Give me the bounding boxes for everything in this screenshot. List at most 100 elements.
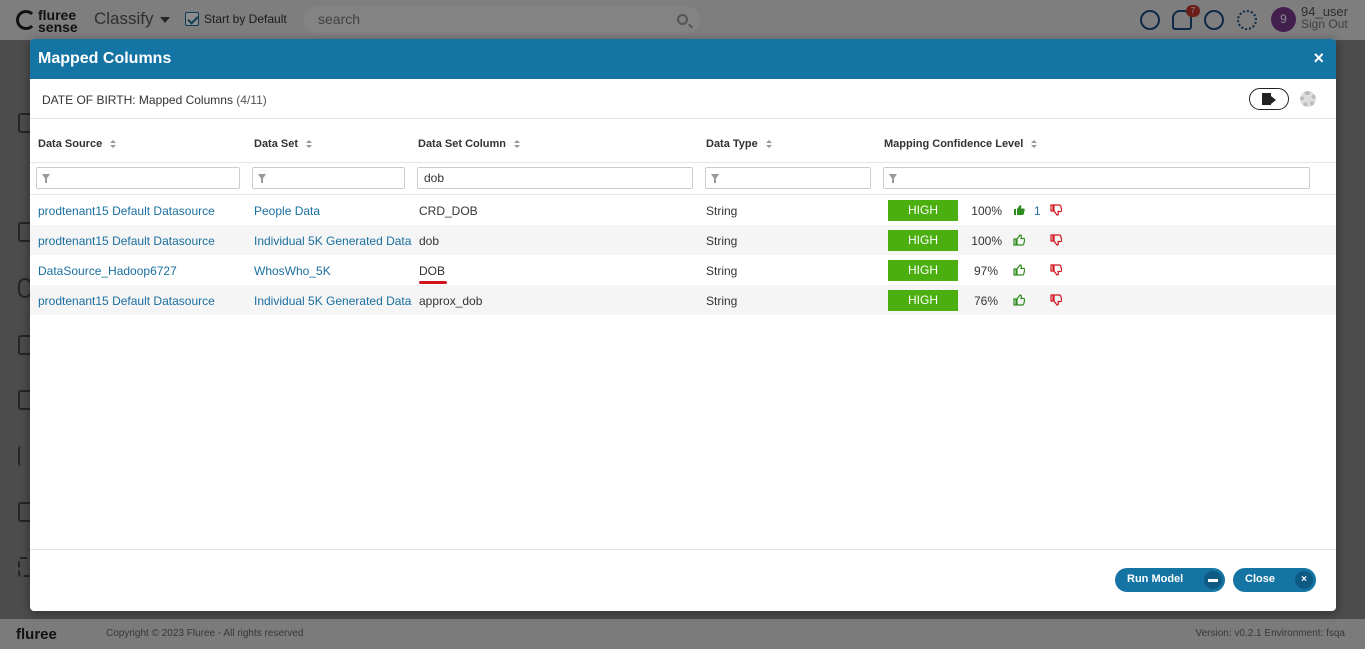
thumbs-up-icon[interactable] (1013, 264, 1025, 276)
data-source-link[interactable]: prodtenant15 Default Datasource (38, 294, 215, 308)
data-source-link[interactable]: prodtenant15 Default Datasource (38, 204, 215, 218)
spellcheck-underline (419, 281, 447, 284)
search-placeholder: search (318, 11, 361, 27)
header-confidence[interactable]: Mapping Confidence Level (884, 138, 1038, 150)
data-type-cell: String (706, 294, 738, 308)
filter-confidence-input[interactable] (883, 167, 1310, 189)
filter-data-set-input[interactable] (252, 167, 405, 189)
app-name[interactable]: Classify (94, 9, 154, 28)
header-data-source[interactable]: Data Source (38, 138, 117, 150)
modal-close-icon[interactable]: × (1313, 48, 1324, 68)
data-set-column-cell: CRD_DOB (419, 204, 478, 218)
data-set-link[interactable]: Individual 5K Generated Data (254, 234, 412, 248)
sort-icon[interactable] (514, 139, 521, 149)
subtitle-text: DATE OF BIRTH: Mapped Columns (42, 93, 233, 107)
mapped-columns-modal: Mapped Columns × DATE OF BIRTH: Mapped C… (30, 39, 1336, 611)
footer-logo: fluree (16, 626, 57, 643)
start-by-default-checkbox[interactable] (185, 12, 199, 26)
close-icon: × (1295, 571, 1313, 589)
checklist-icon[interactable] (18, 446, 32, 466)
gear-icon[interactable] (1237, 10, 1257, 30)
sign-out-link[interactable]: Sign Out (1301, 17, 1348, 31)
notification-badge: 7 (1186, 5, 1200, 17)
search-icon[interactable] (677, 14, 688, 25)
global-search-input[interactable]: search (304, 6, 700, 34)
table-row: prodtenant15 Default Datasource Individu… (30, 225, 1336, 255)
confidence-badge: HIGH (888, 230, 958, 251)
filter-data-set-column-input[interactable] (417, 167, 693, 189)
version-text: Version: v0.2.1 Environment: fsqa (1195, 628, 1345, 639)
header-data-set-column[interactable]: Data Set Column (418, 138, 521, 150)
confidence-badge: HIGH (888, 290, 958, 311)
upvote-count: 1 (1034, 204, 1041, 218)
run-model-label: Run Model (1127, 573, 1184, 585)
close-label: Close (1245, 573, 1275, 585)
app-topbar: fluree sense Classify Start by Default s… (0, 0, 1365, 40)
data-type-cell: String (706, 204, 738, 218)
help-icon[interactable] (1204, 10, 1224, 30)
mapped-columns-subtitle: DATE OF BIRTH: Mapped Columns (4/11) (42, 93, 267, 107)
header-label: Data Set (254, 138, 299, 150)
table-row: prodtenant15 Default Datasource People D… (30, 195, 1336, 225)
data-source-link[interactable]: prodtenant15 Default Datasource (38, 234, 215, 248)
confidence-badge: HIGH (888, 200, 958, 221)
thumbs-down-icon[interactable] (1050, 264, 1062, 276)
filter-data-source-input[interactable] (36, 167, 240, 189)
start-by-default-toggle[interactable]: Start by Default (185, 12, 287, 26)
sort-icon[interactable] (306, 139, 313, 149)
sort-icon[interactable] (1031, 139, 1038, 149)
header-data-set[interactable]: Data Set (254, 138, 313, 150)
user-name: 94_user (1301, 4, 1348, 19)
thumbs-down-icon[interactable] (1050, 294, 1062, 306)
modal-footer: Run Model ▬ Close × (30, 549, 1336, 611)
bell-icon[interactable] (1172, 10, 1192, 30)
filter-data-type-input[interactable] (705, 167, 871, 189)
logo-text-bottom: sense (38, 19, 78, 35)
modal-title: Mapped Columns (38, 50, 172, 67)
app-footer: fluree Copyright © 2023 Fluree - All rig… (0, 619, 1365, 649)
confidence-percent: 97% (973, 264, 998, 278)
dashboard-pie-icon[interactable] (1140, 10, 1160, 30)
export-button[interactable] (1249, 88, 1289, 110)
thumbs-down-icon[interactable] (1050, 204, 1062, 216)
data-set-column-cell: DOB (419, 264, 446, 278)
graduation-cap-icon: ▬ (1204, 571, 1222, 589)
copyright-text: Copyright © 2023 Fluree - All rights res… (106, 628, 304, 639)
filter-row (30, 163, 1336, 195)
table-row: DataSource_Hadoop6727 WhosWho_5K DOB Str… (30, 255, 1336, 285)
data-type-cell: String (706, 234, 738, 248)
modal-header: Mapped Columns × (30, 39, 1336, 79)
filter-icon (42, 174, 50, 183)
export-doc-icon (1262, 93, 1271, 105)
run-model-button[interactable]: Run Model ▬ (1115, 568, 1225, 592)
avatar[interactable]: 9 (1271, 7, 1296, 32)
filter-icon (258, 174, 266, 183)
header-label: Data Set Column (418, 138, 507, 150)
data-set-link[interactable]: Individual 5K Generated Data (254, 294, 412, 308)
sort-icon[interactable] (765, 139, 772, 149)
confidence-badge: HIGH (888, 260, 958, 281)
data-type-cell: String (706, 264, 738, 278)
table-settings-gear-icon[interactable] (1300, 91, 1316, 107)
thumbs-down-icon[interactable] (1050, 234, 1062, 246)
modal-subheader: DATE OF BIRTH: Mapped Columns (4/11) (30, 79, 1336, 119)
subtitle-count: (4/11) (236, 93, 267, 107)
data-set-link[interactable]: WhosWho_5K (254, 264, 331, 278)
data-set-link[interactable]: People Data (254, 204, 321, 218)
header-label: Data Source (38, 138, 103, 150)
app-switcher-caret-icon[interactable] (160, 17, 170, 23)
confidence-percent: 76% (973, 294, 998, 308)
filter-icon (889, 174, 897, 183)
close-button[interactable]: Close × (1233, 568, 1316, 592)
header-data-type[interactable]: Data Type (706, 138, 772, 150)
thumbs-up-icon[interactable] (1013, 234, 1025, 246)
fluree-sense-logo[interactable]: fluree sense (16, 6, 82, 34)
thumbs-up-icon[interactable] (1013, 294, 1025, 306)
data-source-link[interactable]: DataSource_Hadoop6727 (38, 264, 177, 278)
thumbs-up-icon[interactable] (1013, 204, 1025, 216)
data-set-column-cell: approx_dob (419, 294, 483, 308)
fluree-logo-mark-icon (16, 10, 36, 30)
sort-icon[interactable] (110, 139, 117, 149)
confidence-percent: 100% (971, 204, 1002, 218)
confidence-percent: 100% (971, 234, 1002, 248)
